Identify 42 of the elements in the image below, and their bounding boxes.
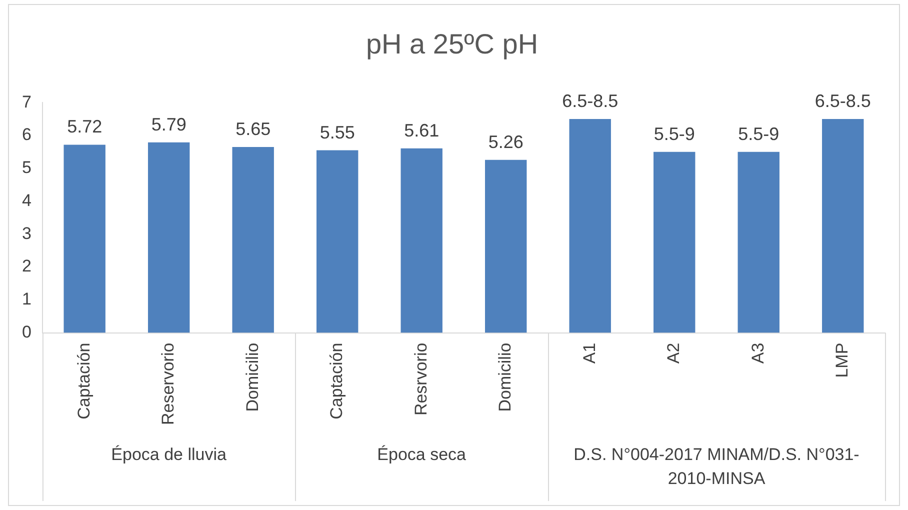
x-tick-label: Resrvorio bbox=[411, 342, 430, 416]
data-label: 5.79 bbox=[151, 114, 186, 134]
data-label: 5.61 bbox=[404, 120, 440, 140]
bar bbox=[738, 152, 780, 333]
y-tick-label: 1 bbox=[22, 290, 32, 309]
bar bbox=[485, 160, 527, 333]
x-tick-label: Reservorio bbox=[158, 342, 178, 426]
x-tick-label: Domicilio bbox=[242, 342, 262, 412]
x-tick-label: A1 bbox=[580, 342, 599, 364]
bar bbox=[316, 150, 358, 333]
x-tick-label: A2 bbox=[664, 342, 684, 364]
x-tick-label: LMP bbox=[832, 342, 852, 378]
data-label: 6.5-8.5 bbox=[814, 91, 871, 112]
y-tick-label: 3 bbox=[22, 224, 32, 243]
data-label: 5.5-9 bbox=[738, 124, 780, 144]
bar bbox=[232, 146, 274, 333]
text: Época seca bbox=[377, 445, 467, 464]
bar bbox=[822, 119, 864, 333]
x-tick-label: Domicilio bbox=[496, 342, 515, 412]
chart-title: pH a 25ºC pH bbox=[366, 28, 538, 60]
data-label: 5.26 bbox=[488, 132, 524, 152]
y-tick-label: 2 bbox=[22, 256, 32, 276]
y-tick-label: 4 bbox=[22, 190, 32, 210]
x-tick-label: Captación bbox=[327, 342, 346, 420]
data-label: 6.5-8.5 bbox=[562, 91, 618, 112]
text: D.S. N°004-2017 MINAM/D.S. N°031- 2010-MINSA bbox=[574, 445, 860, 488]
y-tick-label: 5 bbox=[22, 158, 32, 178]
data-label: 5.5-9 bbox=[654, 124, 695, 144]
data-label: 5.72 bbox=[67, 116, 102, 137]
x-tick-label: Captación bbox=[74, 342, 94, 420]
bar bbox=[400, 148, 442, 333]
bar bbox=[654, 152, 696, 333]
bar bbox=[148, 142, 190, 333]
x-tick-label: A3 bbox=[748, 342, 768, 364]
y-tick-label: 7 bbox=[22, 92, 32, 112]
y-tick-label: 6 bbox=[22, 125, 32, 144]
bar bbox=[64, 144, 106, 333]
bar bbox=[569, 119, 611, 333]
text: Época de lluvia bbox=[111, 445, 228, 464]
y-tick-label: 0 bbox=[22, 322, 32, 342]
data-label: 5.65 bbox=[236, 118, 271, 139]
data-label: 5.55 bbox=[320, 122, 355, 142]
